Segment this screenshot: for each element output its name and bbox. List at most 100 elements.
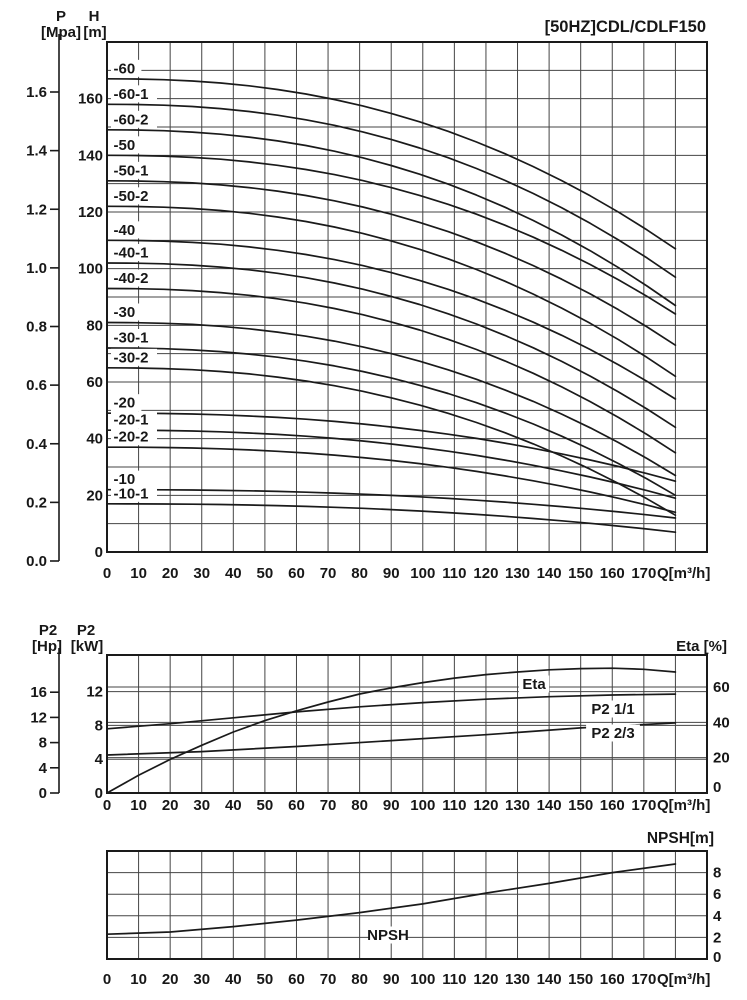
curve-label--10: -10 [114, 471, 136, 488]
hp-tick-label: 12 [30, 709, 47, 726]
x-tick-label: 110 [442, 565, 466, 582]
pressure-tick-label: 0.0 [26, 553, 47, 570]
chart-title: [50HZ]CDL/CDLF150 [545, 18, 706, 36]
curve-label--40-1-bg [111, 244, 157, 261]
label-p2-2-3-bg [586, 724, 640, 742]
head-axis: 160 140 120 100 80 60 40 20 0 H[m] [78, 8, 107, 561]
x-tick-label: 120 [473, 797, 498, 814]
x-tick-label: 90 [383, 797, 400, 814]
x-tick-label: 80 [351, 797, 368, 814]
x-tick-label: 60 [288, 797, 305, 814]
curve-label--40: -40 [114, 222, 136, 239]
x-tick-label: 40 [225, 971, 242, 988]
x-axis: 0 10 20 30 40 50 60 70 80 90 100 110 120 130 140 150 160… [103, 797, 711, 814]
curve-label--50-1-bg [111, 161, 157, 179]
curve-label--50-bg [111, 136, 142, 154]
grid [106, 654, 708, 794]
x-tick-label: 30 [193, 565, 210, 582]
curve--10 [106, 488, 677, 519]
x-tick-label: 50 [257, 797, 274, 814]
x-tick-label: 80 [351, 565, 368, 582]
x-tick-label: 60 [288, 565, 305, 582]
head-tick-label: 80 [86, 317, 103, 334]
x-axis-unit-label: Q[m³/h] [657, 797, 710, 814]
curve-label--30-bg [111, 303, 142, 321]
curve-label--60-2-bg [111, 110, 157, 128]
curve--20-2 [106, 446, 677, 514]
x-axis: 0 10 20 30 40 50 60 70 80 90 100 110 120 130 140 150 160… [103, 971, 711, 988]
chart-title: NPSH[m] [647, 830, 714, 847]
label-eta: Eta [522, 676, 546, 693]
npsh-tick-label: 0 [713, 949, 721, 966]
curve-label--20-1-bg [111, 411, 157, 429]
power-curves [106, 667, 677, 794]
curve-label--40-bg [111, 221, 142, 239]
head-tick-label: 100 [78, 261, 103, 278]
x-tick-label: 80 [351, 971, 368, 988]
x-tick-label: 130 [505, 797, 530, 814]
curve-label--10-bg [111, 470, 142, 488]
curve--60 [106, 77, 677, 250]
hp-tick-label: 4 [39, 760, 48, 777]
curve--50-1 [106, 179, 677, 347]
curve--30-2 [106, 366, 677, 517]
series-labels: NPSH [367, 926, 409, 944]
curve--40-2 [106, 287, 677, 454]
head-axis-name: H [89, 8, 100, 25]
label-eta-bg [518, 675, 550, 693]
eta-axis-label: Eta [%] [676, 638, 727, 655]
x-tick-label: 90 [383, 971, 400, 988]
x-axis-unit-label: Q[m³/h] [657, 971, 710, 988]
curve--50 [106, 154, 677, 315]
hp-tick-label: 8 [39, 735, 47, 752]
pump-curves [106, 77, 677, 534]
label-npsh: NPSH [367, 927, 409, 944]
curve-label--30: -30 [114, 304, 136, 321]
head-tick-label: 120 [78, 204, 103, 221]
npsh-tick-label: 6 [713, 886, 721, 903]
x-tick-label: 170 [631, 971, 656, 988]
hp-tick-label: 16 [30, 684, 47, 701]
curve-label--30-1: -30-1 [114, 330, 149, 347]
curve-label--40-2-bg [111, 269, 157, 287]
x-tick-label: 40 [225, 565, 242, 582]
x-tick-label: 0 [103, 565, 111, 582]
pressure-tick-label: 1.0 [26, 260, 47, 277]
series-labels: Eta P2 1/1 P2 2/3 [518, 675, 640, 742]
x-tick-label: 160 [600, 971, 625, 988]
head-tick-label: 160 [78, 91, 103, 108]
x-axis-unit-label: Q[m³/h] [657, 565, 710, 582]
curve--50-2 [106, 205, 677, 378]
head-tick-label: 40 [86, 431, 103, 448]
head-tick-label: 60 [86, 374, 103, 391]
label-npsh-bg [368, 926, 408, 944]
npsh-tick-label: 4 [713, 908, 722, 925]
x-tick-label: 60 [288, 971, 305, 988]
kw-tick-label: 0 [95, 785, 103, 802]
curve-label--20-bg [111, 394, 142, 412]
label-p2-1-1: P2 1/1 [591, 701, 634, 718]
curve--40 [106, 239, 677, 400]
curve-labels: -60 -60-1 -60-2 -50 -50-1 -50-2 -40 -40-1 -40-2 -… [111, 59, 157, 502]
hp-axis: 16 12 8 4 0 P2[Hp] [30, 622, 62, 802]
x-tick-label: 70 [320, 797, 337, 814]
curve-label--40-2: -40-2 [114, 270, 149, 287]
npsh-curve [106, 863, 677, 936]
series-P2-1-1 [106, 693, 677, 730]
pressure-tick-label: 0.4 [26, 436, 48, 453]
plot-border [106, 654, 708, 794]
pressure-tick-label: 0.8 [26, 319, 47, 336]
x-tick-label: 20 [162, 565, 179, 582]
curve-label--10-1: -10-1 [114, 485, 149, 502]
curve-label--60-1-bg [111, 85, 157, 103]
x-tick-label: 20 [162, 797, 179, 814]
x-tick-label: 140 [537, 971, 562, 988]
x-tick-label: 140 [537, 565, 562, 582]
kw-tick-label: 8 [95, 717, 103, 734]
x-tick-label: 30 [193, 971, 210, 988]
head-tick-label: 0 [95, 544, 103, 561]
x-tick-label: 0 [103, 971, 111, 988]
kw-tick-label: 12 [86, 684, 103, 701]
x-tick-label: 110 [442, 797, 466, 814]
